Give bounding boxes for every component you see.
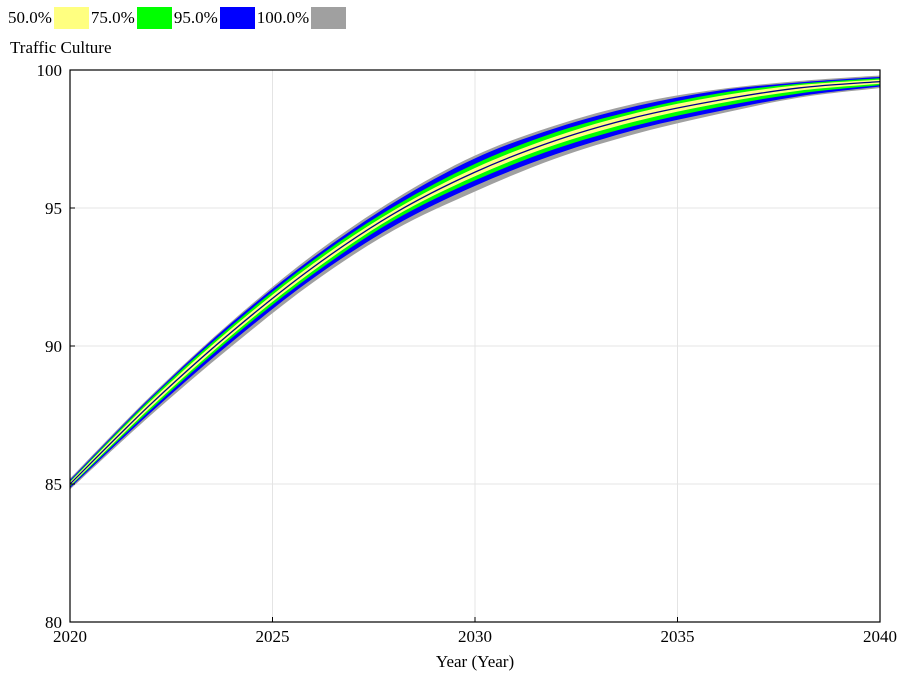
legend-label: 100.0%	[256, 8, 310, 27]
band-950	[70, 76, 880, 489]
y-tick-label: 85	[45, 475, 62, 494]
legend-item: 95.0%	[174, 7, 257, 29]
chart-title: Traffic Culture	[10, 38, 112, 57]
x-tick-label: 2040	[863, 627, 897, 646]
band-1000	[70, 75, 880, 490]
legend-label: 75.0%	[90, 8, 135, 27]
legend-label: 50.0%	[8, 8, 52, 27]
x-tick-label: 2020	[53, 627, 87, 646]
y-tick-label: 95	[45, 199, 62, 218]
legend-swatch	[311, 7, 347, 29]
legend-swatch	[136, 7, 172, 29]
legend-item: 100.0%	[257, 7, 348, 29]
legend-item: 50.0%	[8, 7, 91, 29]
y-tick-label: 100	[37, 61, 63, 80]
legend-swatch	[219, 7, 255, 29]
legend-swatch	[53, 7, 89, 29]
y-tick-label: 80	[45, 613, 62, 632]
x-tick-label: 2025	[256, 627, 290, 646]
y-tick-label: 90	[45, 337, 62, 356]
grid-lines	[69, 69, 881, 623]
legend-label: 95.0%	[173, 8, 218, 27]
median-path	[69, 80, 881, 485]
median-line	[69, 80, 881, 485]
x-tick-label: 2030	[458, 627, 492, 646]
x-tick-label: 2035	[661, 627, 695, 646]
x-axis-ticks: 2020 2025 2030 2035 2040	[53, 617, 897, 646]
confidence-bands	[70, 75, 880, 490]
y-axis-ticks: 80 85 90 95 100	[37, 61, 75, 632]
legend-item: 75.0%	[91, 7, 174, 29]
chart-legend: 50.0% 75.0% 95.0% 100.0%	[8, 6, 348, 30]
x-axis-title: Year (Year)	[436, 652, 514, 671]
